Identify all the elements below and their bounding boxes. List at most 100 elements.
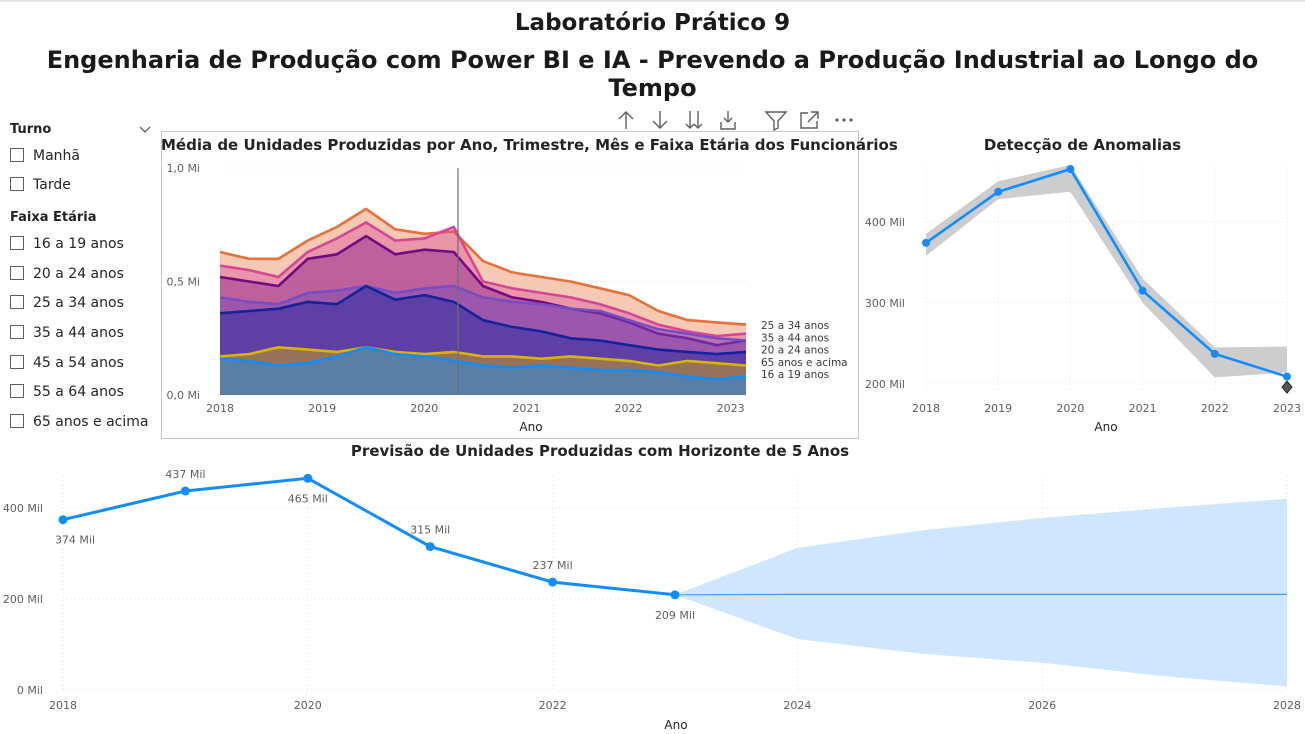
forecast-y-tick-label: 400 Mil [3,502,43,515]
area-x-tick-label: 2018 [206,402,234,415]
area-y-tick-label: 0,0 Mi [166,389,200,402]
forecast-data-point [58,515,68,525]
forecast-data-point [670,590,680,600]
double-arrow-down-icon[interactable] [680,108,708,132]
slicer-option-label: 25 a 34 anos [33,295,124,311]
area-series-fill [220,286,746,395]
checkbox-icon[interactable] [10,265,24,280]
anomaly-data-point [1066,165,1075,174]
more-options-icon[interactable] [830,108,858,132]
forecast-actual-line [62,476,676,597]
area-x-tick-label: 2022 [615,402,643,415]
area-series-end-label: 65 anos e acima [761,357,848,369]
area-series-line [219,234,747,347]
anomaly-x-tick-label: 2023 [1273,402,1301,415]
slicer-option-45-54[interactable]: 45 a 54 anos [10,353,124,373]
area-series-line [219,284,747,356]
top-border [0,0,1305,2]
area-x-axis-title: Ano [519,420,542,434]
anomaly-y-tick-label: 300 Mil [865,297,905,310]
area-x-tick-label: 2020 [410,402,438,415]
checkbox-icon[interactable] [10,354,24,369]
area-series-line [219,284,747,342]
area-series-end-label: 35 a 44 anos [761,332,829,344]
anomaly-data-point [994,187,1003,196]
anomaly-series-line [925,167,1288,378]
anomaly-x-axis-title: Ano [1094,420,1117,434]
chevron-down-icon[interactable] [136,120,154,140]
slicer-option-label: 16 a 19 anos [33,236,124,252]
slicer-turno: Turno Manhã Tarde [10,120,160,200]
area-series-fill [220,347,746,395]
slicer-option-label: Tarde [33,177,71,193]
anomaly-data-point [1138,286,1147,295]
forecast-y-tick-label: 200 Mil [3,593,43,606]
area-y-tick-label: 1,0 Mi [166,162,200,175]
anomaly-y-tick-label: 200 Mil [865,378,905,391]
forecast-x-tick-label: 2022 [539,699,567,712]
checkbox-icon[interactable] [10,235,24,250]
forecast-y-tick-label: 0 Mil [17,684,43,697]
anomaly-data-point [1210,349,1219,358]
slicer-option-tarde[interactable]: Tarde [10,175,71,195]
forecast-data-point [180,486,190,496]
slicer-option-55-64[interactable]: 55 a 64 anos [10,382,124,402]
anomaly-x-tick-label: 2021 [1129,402,1157,415]
forecast-x-tick-label: 2028 [1273,699,1301,712]
slicer-option-label: 55 a 64 anos [33,384,124,400]
anomaly-x-tick-label: 2020 [1056,402,1084,415]
checkbox-icon[interactable] [10,413,24,428]
anomaly-x-tick-label: 2019 [984,402,1012,415]
forecast-confidence-band [675,498,1287,687]
forecast-data-point [548,577,558,587]
forecast-data-point [425,542,435,552]
focus-mode-icon[interactable] [796,108,824,132]
slicer-option-label: 20 a 24 anos [33,266,124,282]
slicer-option-16-19[interactable]: 16 a 19 anos [10,234,124,254]
anomaly-marker-icon [1281,380,1293,394]
anomaly-chart-title: Detecção de Anomalias [983,136,1182,154]
checkbox-icon[interactable] [10,176,24,191]
area-y-tick-label: 0,5 Mi [166,276,200,289]
area-series-line [219,345,747,381]
forecast-x-tick-label: 2020 [294,699,322,712]
slicer-option-25-34[interactable]: 25 a 34 anos [10,293,124,313]
checkbox-icon[interactable] [10,294,24,309]
slicer-faixa-title: Faixa Etária [10,210,97,225]
slicer-option-label: Manhã [33,148,80,164]
anomaly-data-point [1283,372,1291,381]
slicer-option-label: 35 a 44 anos [33,325,124,341]
forecast-data-point [303,473,313,483]
forecast-data-label: 437 Mil [165,468,205,481]
area-x-tick-label: 2023 [717,402,745,415]
area-series-end-label: 25 a 34 anos [761,320,829,332]
arrow-down-icon[interactable] [646,108,674,132]
checkbox-icon[interactable] [10,147,24,162]
visual-toolbar [612,108,862,132]
checkbox-icon[interactable] [10,324,24,339]
area-chart-title: Média de Unidades Produzidas por Ano, Tr… [161,136,898,154]
expand-hierarchy-icon[interactable] [714,108,742,132]
arrow-up-icon[interactable] [612,108,640,132]
forecast-x-axis-title: Ano [664,718,687,732]
forecast-x-tick-label: 2024 [783,699,811,712]
forecast-chart-title: Previsão de Unidades Produzidas com Hori… [350,442,850,460]
slicer-option-20-24[interactable]: 20 a 24 anos [10,264,124,284]
filter-icon[interactable] [762,108,790,132]
anomaly-expected-band [926,165,1287,378]
anomaly-data-point [922,238,930,247]
slicer-option-manha[interactable]: Manhã [10,146,80,166]
forecast-x-tick-label: 2026 [1028,699,1056,712]
area-series-end-label: 16 a 19 anos [761,369,829,381]
checkbox-icon[interactable] [10,383,24,398]
area-chart-visual-frame[interactable] [161,131,859,439]
slicer-option-65-plus[interactable]: 65 anos e acima [10,412,148,432]
area-series-line [219,345,747,367]
slicer-faixa-etaria: Faixa Etária 16 a 19 anos 20 a 24 anos 2… [10,208,160,438]
forecast-data-label: 209 Mil [655,609,695,622]
area-x-tick-label: 2019 [308,402,336,415]
slicer-option-35-44[interactable]: 35 a 44 anos [10,323,124,343]
